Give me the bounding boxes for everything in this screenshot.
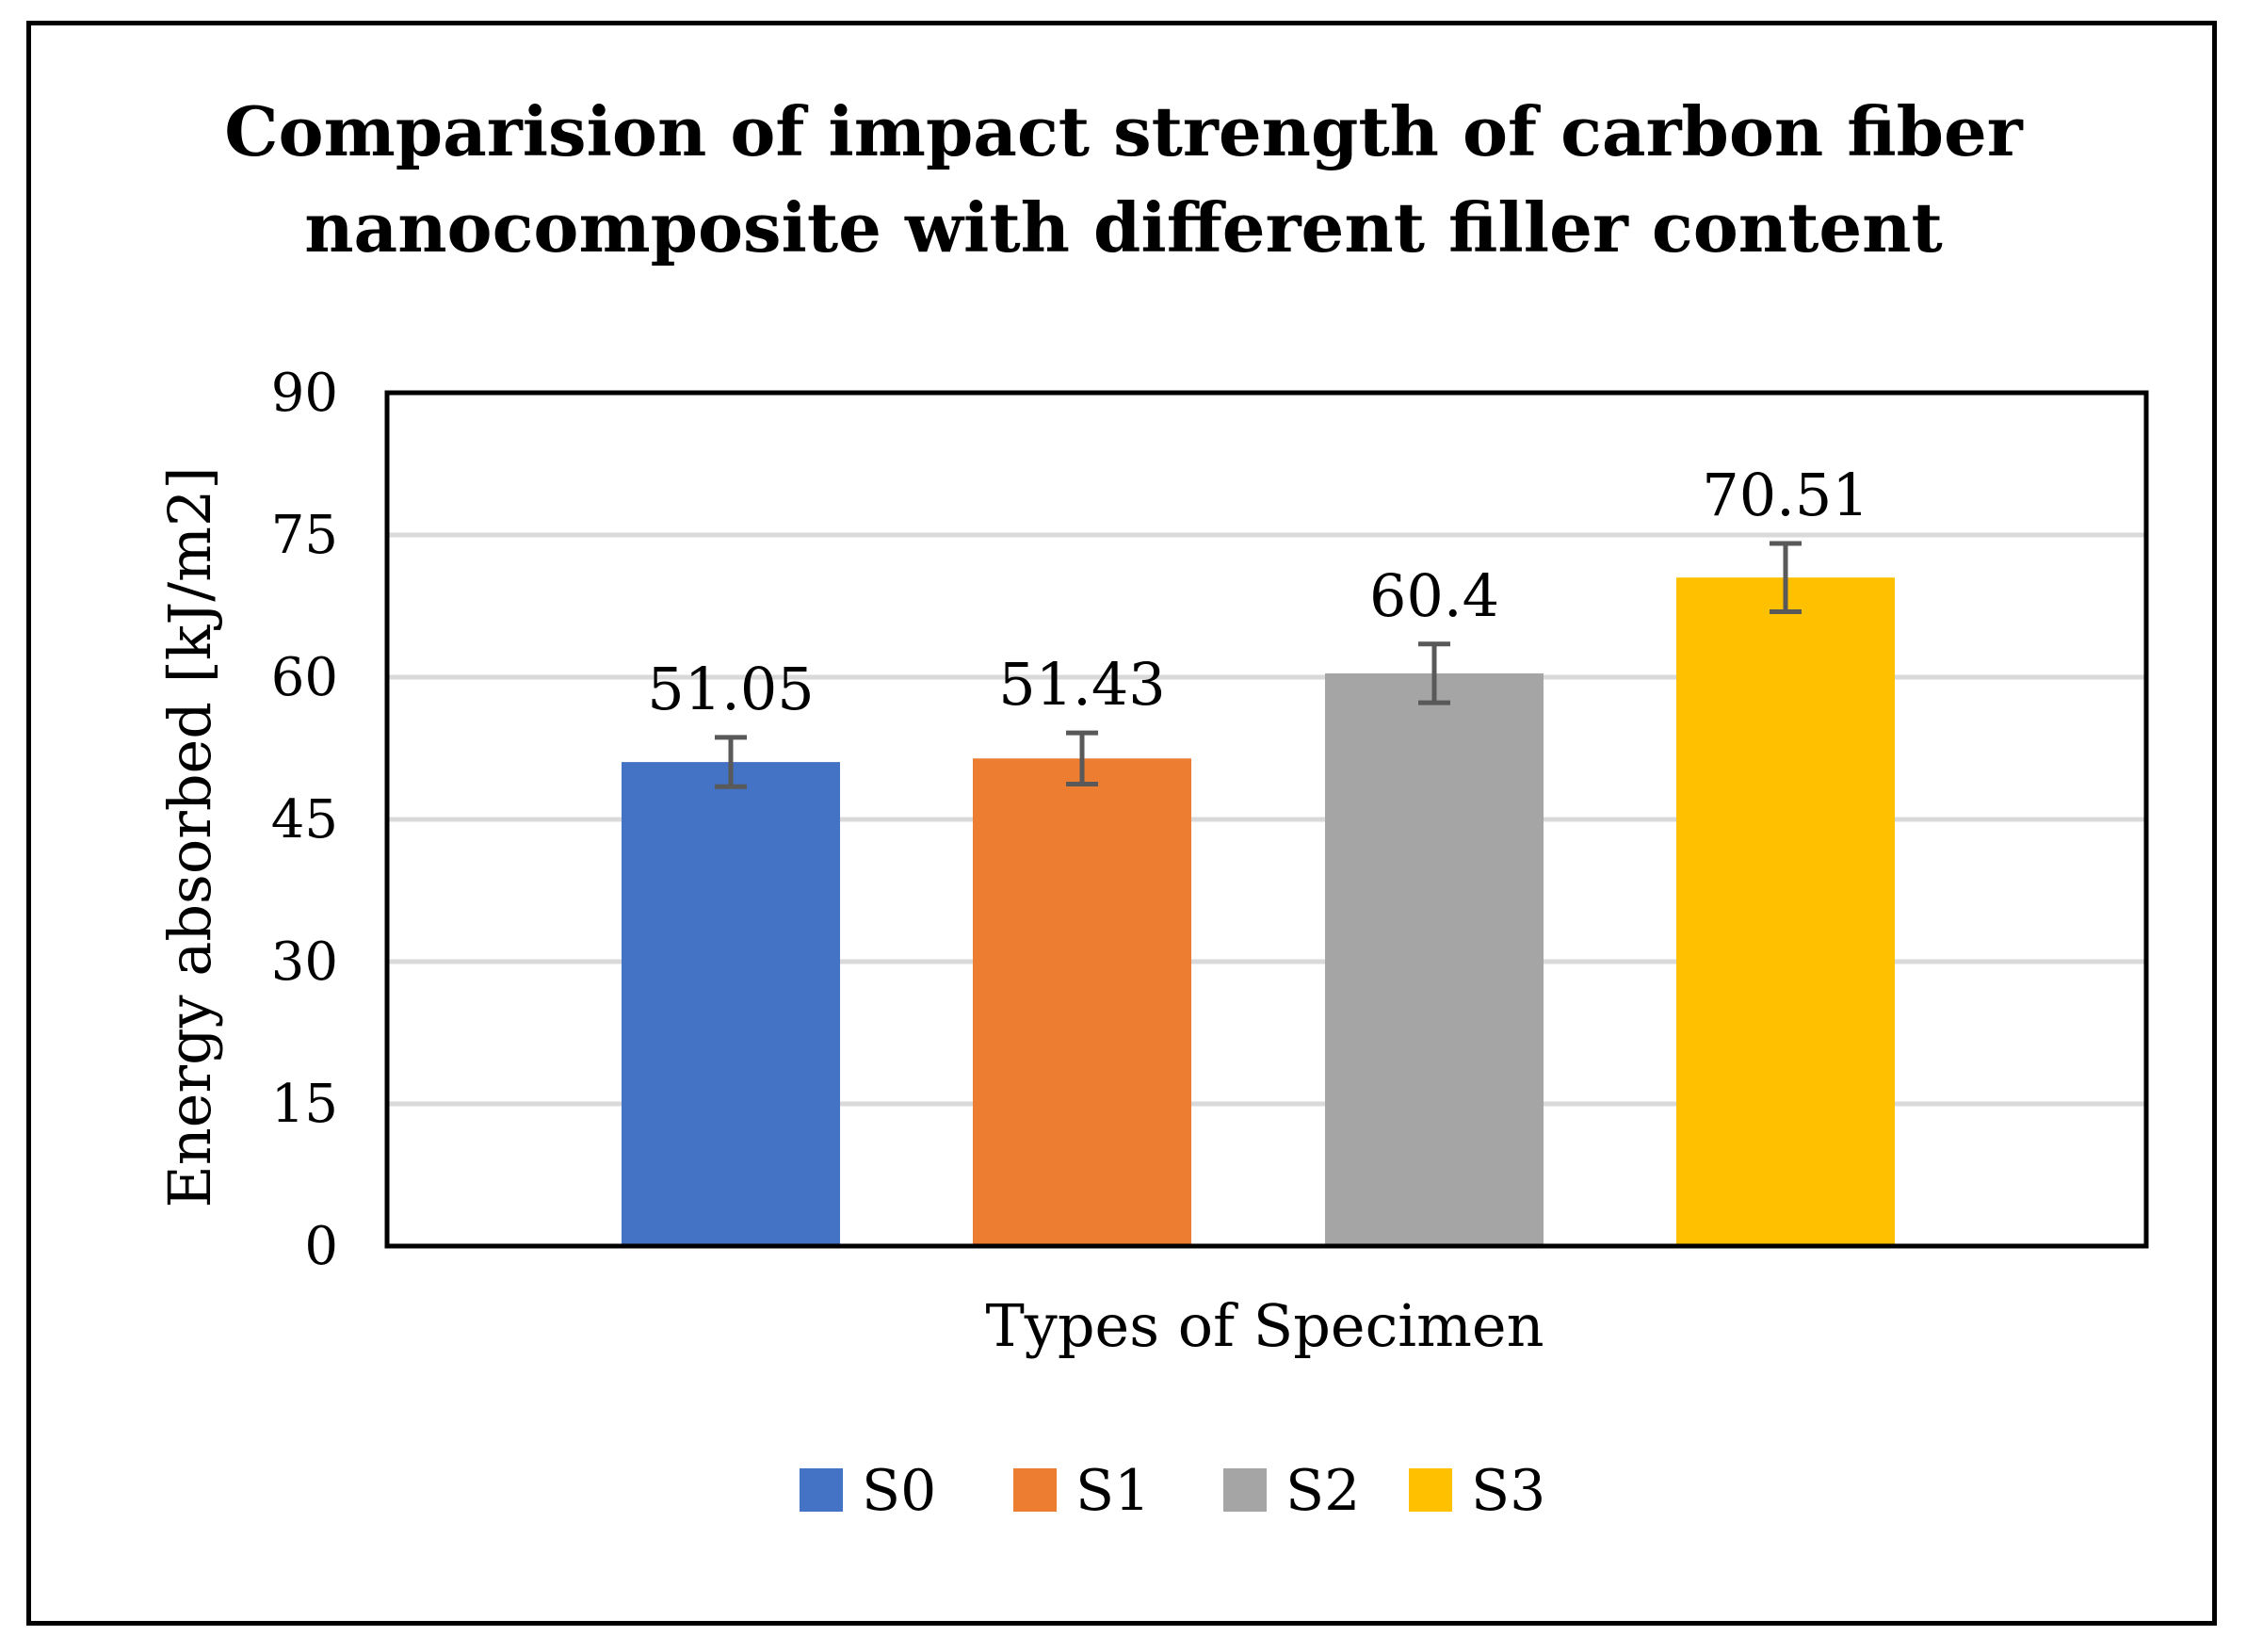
bars (622, 577, 1895, 1246)
data-label-s0: 51.05 (647, 655, 815, 723)
legend-label-s1: S1 (1075, 1458, 1150, 1524)
bar-s1 (973, 758, 1191, 1246)
y-axis-title: Energy absorbed [kJ/m2] (155, 466, 224, 1207)
data-label-s1: 51.43 (998, 650, 1166, 719)
data-labels: 51.05 51.43 60.4 70.51 (647, 461, 1869, 723)
bar-s3 (1676, 577, 1895, 1246)
error-bars (715, 541, 1802, 789)
y-tick-label: 90 (271, 363, 338, 424)
bar-s2 (1325, 672, 1544, 1246)
y-tick-label: 60 (271, 647, 338, 708)
chart-frame: Comparision of impact strength of carbon… (26, 21, 2217, 1626)
x-axis-title: Types of Specimen (985, 1291, 1544, 1360)
plot-area-border (384, 390, 2149, 1249)
y-axis-tick-labels: 0 15 30 45 60 75 90 (271, 363, 338, 1277)
y-tick-label: 0 (304, 1216, 338, 1277)
chart-title-line-2: nanocomposite with different filler cont… (304, 187, 1943, 267)
legend-label-s3: S3 (1471, 1458, 1545, 1524)
legend-label-s2: S2 (1285, 1458, 1360, 1524)
error-bar-s1 (1066, 730, 1098, 786)
y-tick-label: 75 (271, 505, 338, 566)
y-tick-label: 15 (271, 1074, 338, 1135)
error-bar-s2 (1418, 641, 1450, 705)
chart-title: Comparision of impact strength of carbon… (224, 91, 2024, 267)
legend-swatch-s3 (1409, 1468, 1452, 1512)
chart-title-line-1: Comparision of impact strength of carbon… (224, 91, 2024, 171)
legend: S0 S1 S2 S3 (800, 1458, 1545, 1524)
y-tick-label: 45 (271, 789, 338, 850)
y-tick-label: 30 (271, 931, 338, 993)
chart-svg: Comparision of impact strength of carbon… (155, 91, 2149, 1524)
legend-swatch-s2 (1223, 1468, 1267, 1512)
bar-s0 (622, 762, 840, 1246)
legend-swatch-s0 (800, 1468, 843, 1512)
legend-swatch-s1 (1013, 1468, 1057, 1512)
error-bar-s3 (1770, 541, 1802, 614)
legend-label-s0: S0 (862, 1458, 936, 1524)
data-label-s2: 60.4 (1369, 561, 1499, 630)
data-label-s3: 70.51 (1702, 461, 1869, 529)
error-bar-s0 (715, 735, 747, 789)
